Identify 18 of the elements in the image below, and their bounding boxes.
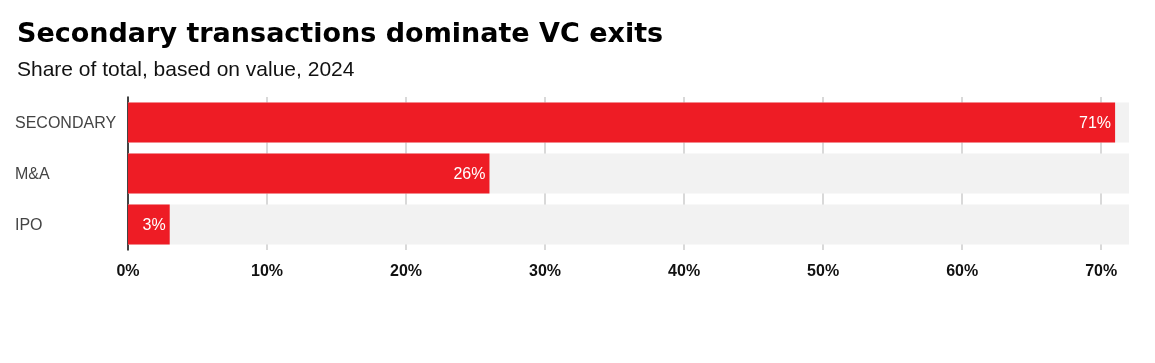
- x-tick-label: 50%: [807, 261, 840, 279]
- x-tick-label: 70%: [1085, 261, 1118, 279]
- bar: [128, 102, 1116, 143]
- y-tick-label: SECONDARY: [15, 114, 117, 131]
- x-tick-label: 20%: [390, 261, 423, 279]
- x-tick-label: 0%: [116, 261, 140, 279]
- data-label: 71%: [1079, 114, 1112, 131]
- data-label: 26%: [453, 165, 486, 182]
- x-tick-label: 30%: [529, 261, 562, 279]
- x-tick-label: 40%: [668, 261, 701, 279]
- chart-title: Secondary transactions dominate VC exits: [17, 17, 664, 48]
- y-tick-label: M&A: [15, 165, 50, 182]
- x-tick-label: 60%: [946, 261, 979, 279]
- x-tick-label: 10%: [251, 261, 284, 279]
- chart-subtitle: Share of total, based on value, 2024: [17, 57, 355, 80]
- y-tick-label: IPO: [15, 216, 43, 233]
- data-label: 3%: [142, 216, 166, 233]
- bar: [128, 204, 170, 245]
